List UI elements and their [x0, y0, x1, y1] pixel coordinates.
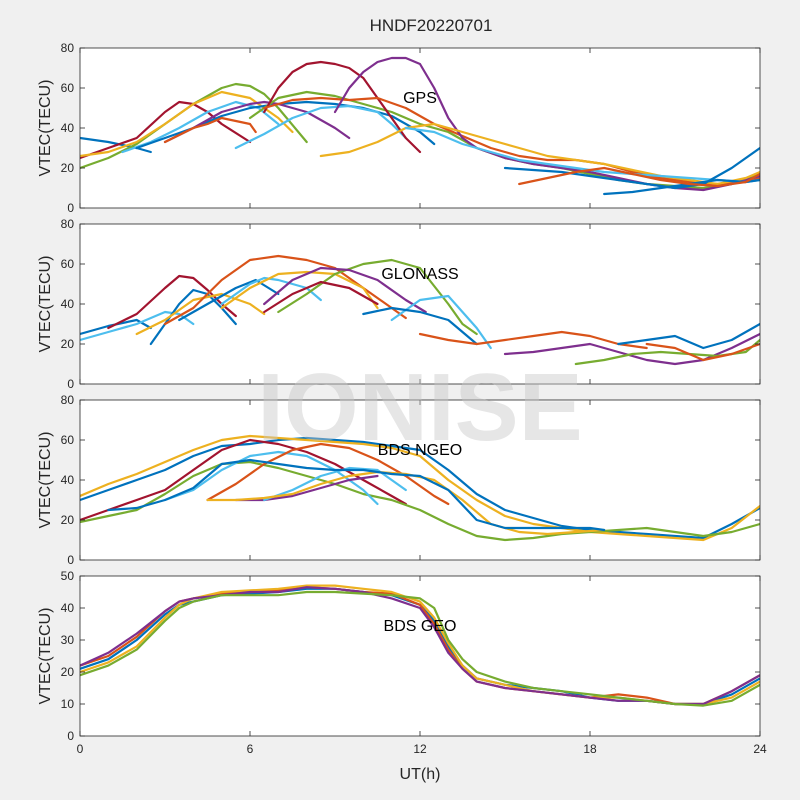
- series-line-1: [80, 434, 760, 542]
- series-group: [80, 254, 760, 366]
- x-tick-label: 0: [77, 742, 84, 756]
- series-line-13: [319, 122, 760, 186]
- series-line-7: [220, 276, 322, 306]
- series-line-17: [574, 338, 760, 366]
- series-line-4: [80, 590, 760, 707]
- y-tick-label: 30: [61, 633, 75, 647]
- y-tick-label: 80: [61, 41, 75, 55]
- series-line-0: [80, 436, 760, 540]
- series-line-9: [107, 458, 606, 532]
- series-line-0: [80, 318, 152, 336]
- x-tick-label: 6: [247, 742, 254, 756]
- figure-title: HNDF20220701: [370, 16, 493, 35]
- series-line-4: [163, 450, 379, 506]
- series-line-12: [390, 294, 492, 350]
- watermark: IONISE: [257, 354, 582, 461]
- panel-label: GPS: [403, 90, 437, 107]
- series-line-5: [206, 442, 450, 506]
- series-line-13: [362, 306, 478, 346]
- series-line-5: [178, 278, 280, 322]
- y-tick-label: 20: [61, 513, 75, 527]
- panel-label: BDS GEO: [384, 618, 457, 635]
- y-tick-label: 40: [61, 601, 75, 615]
- series-line-11: [263, 280, 379, 314]
- series-line-8: [220, 270, 379, 310]
- series-line-7: [263, 466, 407, 502]
- y-tick-label: 60: [61, 433, 75, 447]
- series-line-3: [80, 90, 294, 158]
- series-line-17: [518, 166, 760, 188]
- y-tick-label: 40: [61, 121, 75, 135]
- series-line-3: [80, 586, 760, 706]
- series-line-6: [163, 254, 407, 326]
- y-tick-label: 0: [67, 553, 74, 567]
- y-axis-label: VTEC(TECU): [37, 256, 54, 353]
- y-tick-label: 40: [61, 297, 75, 311]
- y-tick-label: 0: [67, 201, 74, 215]
- x-axis-label: UT(h): [400, 766, 441, 783]
- series-line-15: [503, 146, 760, 190]
- y-tick-label: 80: [61, 393, 75, 407]
- y-tick-label: 80: [61, 217, 75, 231]
- y-axis-label: VTEC(TECU): [37, 432, 54, 529]
- series-line-1: [107, 274, 237, 330]
- y-tick-label: 0: [67, 377, 74, 391]
- y-tick-label: 40: [61, 473, 75, 487]
- series-group: [80, 434, 760, 542]
- series-line-3: [80, 460, 760, 542]
- y-tick-label: 10: [61, 697, 75, 711]
- series-line-8: [234, 104, 407, 150]
- plot-area: [80, 224, 760, 384]
- series-line-10: [263, 60, 422, 154]
- y-tick-label: 20: [61, 665, 75, 679]
- x-tick-label: 18: [583, 742, 597, 756]
- y-tick-label: 60: [61, 257, 75, 271]
- series-line-6: [234, 474, 379, 502]
- series-line-14: [418, 330, 648, 350]
- y-tick-label: 60: [61, 81, 75, 95]
- y-tick-label: 20: [61, 337, 75, 351]
- panel-label: BDS NGEO: [378, 442, 462, 459]
- y-tick-label: 0: [67, 729, 74, 743]
- x-tick-label: 24: [753, 742, 767, 756]
- series-line-15: [503, 332, 760, 366]
- series-line-18: [645, 342, 760, 362]
- series-line-4: [135, 292, 266, 336]
- series-line-7: [163, 116, 257, 144]
- series-line-10: [263, 266, 427, 314]
- series-line-0: [80, 136, 152, 154]
- series-group: [80, 584, 760, 707]
- panel-label: GLONASS: [381, 266, 458, 283]
- series-line-2: [80, 438, 407, 522]
- series-group: [80, 56, 760, 196]
- y-axis-label: VTEC(TECU): [37, 80, 54, 177]
- series-line-11: [263, 96, 760, 186]
- series-line-2: [80, 82, 308, 170]
- series-line-6: [163, 100, 351, 144]
- panel-1: 0 20 40 60 80 VTEC(TECU) GLONASS: [37, 217, 761, 391]
- y-axis-label: VTEC(TECU): [37, 608, 54, 705]
- y-tick-label: 20: [61, 161, 75, 175]
- panel-3: 0 10 20 30 40 50 0 6 12 18 24 VTEC(TECU) BDS GEO: [37, 569, 767, 756]
- series-line-9: [277, 258, 478, 336]
- panel-0: 0 20 40 60 80 VTEC(TECU) GPS: [37, 41, 761, 215]
- x-tick-label: 12: [413, 742, 427, 756]
- panel-2: 0 20 40 60 80 VTEC(TECU) BDS NGEO: [37, 393, 761, 567]
- series-line-16: [617, 322, 760, 350]
- y-tick-label: 50: [61, 569, 75, 583]
